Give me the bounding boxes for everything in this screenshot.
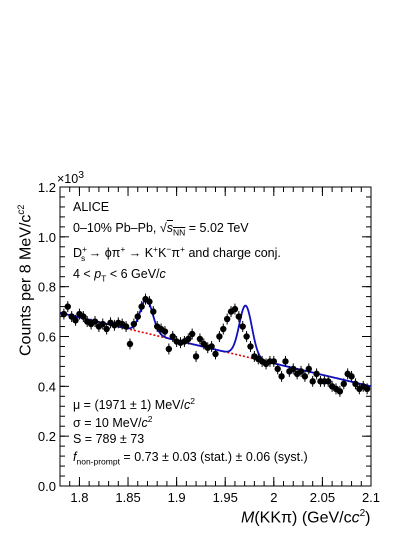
data-point (80, 313, 87, 320)
annotation-decay-channel: D+s → ϕπ+ → K+K−π+ and charge conj. (73, 244, 281, 263)
data-point (223, 315, 231, 323)
data-point (235, 313, 243, 320)
data-point (278, 373, 285, 380)
y-tick-label: 1.0 (38, 230, 56, 245)
data-point (138, 303, 145, 310)
data-point (122, 323, 130, 330)
data-point (216, 333, 223, 340)
data-point (305, 365, 312, 373)
data-point (348, 373, 355, 380)
data-point (126, 340, 134, 348)
annotation-mean: μ = (1971 ± 1) MeV/c2 (73, 396, 195, 413)
data-point (290, 365, 297, 373)
x-tick-label: 1.95 (213, 490, 238, 505)
data-point (363, 385, 371, 393)
data-point (282, 358, 289, 365)
x-tick-label: 2.05 (310, 490, 335, 505)
data-point (239, 323, 246, 330)
data-point (313, 370, 320, 378)
data-point (352, 380, 359, 388)
annotation-sigma: σ = 10 MeV/c2 (73, 414, 153, 431)
data-point (208, 343, 215, 350)
y-tick-label: 0.4 (38, 379, 56, 394)
data-point (325, 378, 332, 385)
data-point (169, 333, 176, 340)
y-tick-label: 0.8 (38, 280, 56, 295)
data-point (270, 358, 278, 365)
annotation-pt-range: 4 < pT < 6 GeV/c (73, 267, 166, 284)
data-point (134, 313, 141, 320)
x-tick-label: 2 (270, 490, 277, 505)
y-tick-label: 0.0 (38, 479, 56, 494)
data-point (301, 373, 309, 380)
data-point (231, 305, 239, 313)
data-point (274, 365, 281, 373)
data-point (161, 328, 169, 335)
data-point (196, 335, 204, 343)
annotation-nonprompt-fraction: fnon-prompt = 0.73 ± 0.03 (stat.) ± 0.06… (73, 450, 308, 467)
data-point (220, 325, 227, 333)
data-point (150, 308, 157, 315)
data-point (309, 378, 316, 385)
data-point (185, 335, 192, 343)
y-axis-label: Counts per 8 MeV/cc2 (16, 204, 35, 356)
data-point (103, 325, 110, 333)
data-point (336, 388, 344, 395)
data-point (99, 320, 106, 328)
y-tick-label: 0.6 (38, 330, 56, 345)
data-point (91, 318, 99, 325)
data-point (146, 298, 153, 305)
x-tick-label: 1.9 (168, 490, 186, 505)
data-point (60, 310, 68, 318)
data-point (297, 368, 305, 375)
y-tick-label: 1.2 (38, 180, 56, 195)
y-axis-exponent: ×103 (57, 170, 85, 187)
annotation-signal: S = 789 ± 73 (73, 432, 145, 446)
data-point (188, 330, 196, 338)
x-tick-label: 2.1 (362, 490, 380, 505)
x-tick-label: 1.8 (70, 490, 88, 505)
x-axis-label: M(KKπ) (GeV/cc2) (241, 508, 371, 527)
data-point (192, 353, 200, 360)
data-point (340, 380, 347, 388)
annotation-experiment: ALICE (73, 200, 110, 214)
total-fit-curve (59, 298, 372, 388)
data-point (247, 343, 254, 350)
data-point (72, 317, 79, 324)
data-point (243, 333, 250, 340)
data-point (130, 320, 138, 328)
data-point (64, 303, 71, 310)
annotation-collision-system: 0–10% Pb–Pb, √sNN = 5.02 TeV (73, 221, 249, 238)
data-point (165, 345, 173, 353)
y-tick-label: 0.2 (38, 429, 56, 444)
x-tick-label: 1.85 (115, 490, 140, 505)
data-point (212, 350, 219, 358)
